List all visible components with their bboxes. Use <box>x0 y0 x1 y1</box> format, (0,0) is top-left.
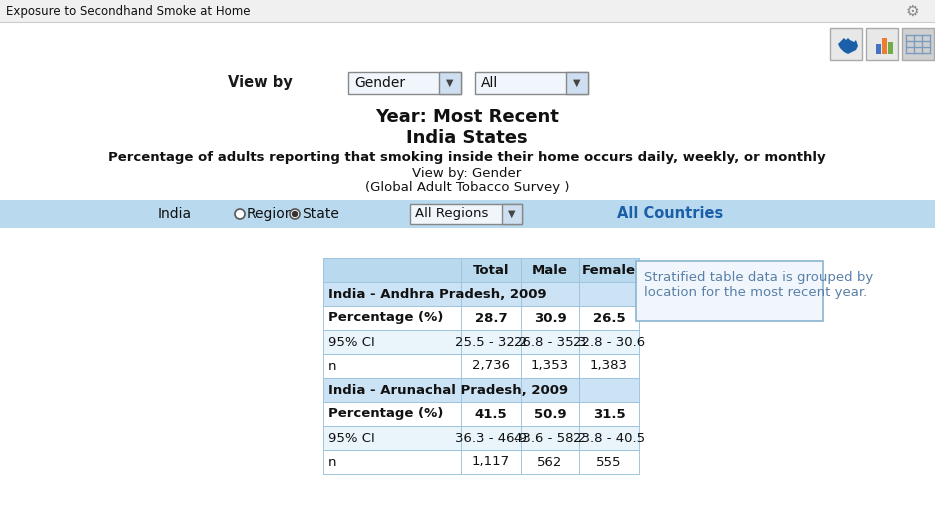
Bar <box>888 42 893 54</box>
Text: 43.6 - 58.2: 43.6 - 58.2 <box>514 431 586 444</box>
Text: 36.3 - 46.9: 36.3 - 46.9 <box>455 431 527 444</box>
Bar <box>323 450 639 474</box>
Text: India: India <box>158 207 192 221</box>
Bar <box>323 330 639 354</box>
Text: n: n <box>328 456 337 469</box>
Bar <box>323 354 639 378</box>
Polygon shape <box>838 38 858 54</box>
Bar <box>475 72 588 94</box>
Bar <box>323 426 639 450</box>
Text: Gender: Gender <box>354 76 405 90</box>
Bar <box>566 72 588 94</box>
Text: Year: Most Recent: Year: Most Recent <box>375 108 559 126</box>
Text: 555: 555 <box>597 456 622 469</box>
Circle shape <box>235 209 245 219</box>
Text: 28.7: 28.7 <box>475 312 508 325</box>
Text: 31.5: 31.5 <box>593 408 626 421</box>
Bar <box>323 402 639 426</box>
Bar <box>348 72 461 94</box>
Bar <box>323 282 639 306</box>
Text: India - Andhra Pradesh, 2009: India - Andhra Pradesh, 2009 <box>328 287 547 300</box>
Text: ▼: ▼ <box>573 78 581 88</box>
Text: 26.8 - 35.3: 26.8 - 35.3 <box>514 335 586 348</box>
Text: India - Arunachal Pradesh, 2009: India - Arunachal Pradesh, 2009 <box>328 383 568 396</box>
Text: All: All <box>481 76 498 90</box>
Bar <box>410 204 522 224</box>
Bar <box>439 72 461 94</box>
Bar <box>902 28 934 60</box>
Text: Total: Total <box>473 264 510 277</box>
Text: Percentage (%): Percentage (%) <box>328 312 443 325</box>
Text: 562: 562 <box>538 456 563 469</box>
Text: 95% CI: 95% CI <box>328 431 375 444</box>
Text: 1,383: 1,383 <box>590 360 628 373</box>
Bar <box>882 38 887 54</box>
Bar <box>0 200 935 228</box>
Text: ⚙: ⚙ <box>905 4 919 19</box>
Text: 23.8 - 40.5: 23.8 - 40.5 <box>573 431 645 444</box>
Text: ▼: ▼ <box>509 209 516 219</box>
Text: Region: Region <box>247 207 295 221</box>
Bar <box>0 0 935 22</box>
Text: Exposure to Secondhand Smoke at Home: Exposure to Secondhand Smoke at Home <box>6 5 251 18</box>
Text: 50.9: 50.9 <box>534 408 567 421</box>
Text: 1,353: 1,353 <box>531 360 569 373</box>
Text: n: n <box>328 360 337 373</box>
Text: ▼: ▼ <box>446 78 453 88</box>
Text: Percentage (%): Percentage (%) <box>328 408 443 421</box>
Text: View by: Gender: View by: Gender <box>412 167 522 180</box>
Text: 25.5 - 32.2: 25.5 - 32.2 <box>454 335 527 348</box>
Text: 22.8 - 30.6: 22.8 - 30.6 <box>573 335 645 348</box>
Text: Male: Male <box>532 264 568 277</box>
Text: Percentage of adults reporting that smoking inside their home occurs daily, week: Percentage of adults reporting that smok… <box>108 151 826 164</box>
Text: State: State <box>302 207 338 221</box>
Bar <box>323 378 639 402</box>
Text: All Regions: All Regions <box>415 208 488 221</box>
Text: (Global Adult Tobacco Survey ): (Global Adult Tobacco Survey ) <box>365 181 569 194</box>
Text: Stratified table data is grouped by
location for the most recent year.: Stratified table data is grouped by loca… <box>644 271 873 299</box>
Bar <box>502 204 522 224</box>
Bar <box>323 258 639 282</box>
Text: 2,736: 2,736 <box>472 360 510 373</box>
Text: View by: View by <box>228 76 293 90</box>
Bar <box>866 28 898 60</box>
Bar <box>876 44 881 54</box>
Text: Female: Female <box>582 264 636 277</box>
Text: India States: India States <box>406 129 528 147</box>
Bar <box>636 261 823 321</box>
Circle shape <box>293 212 297 217</box>
Bar <box>323 306 639 330</box>
Text: 26.5: 26.5 <box>593 312 626 325</box>
Text: 41.5: 41.5 <box>475 408 508 421</box>
Text: 95% CI: 95% CI <box>328 335 375 348</box>
Text: 30.9: 30.9 <box>534 312 567 325</box>
Circle shape <box>290 209 300 219</box>
Text: 1,117: 1,117 <box>472 456 511 469</box>
Bar <box>830 28 862 60</box>
Text: All Countries: All Countries <box>617 207 723 222</box>
